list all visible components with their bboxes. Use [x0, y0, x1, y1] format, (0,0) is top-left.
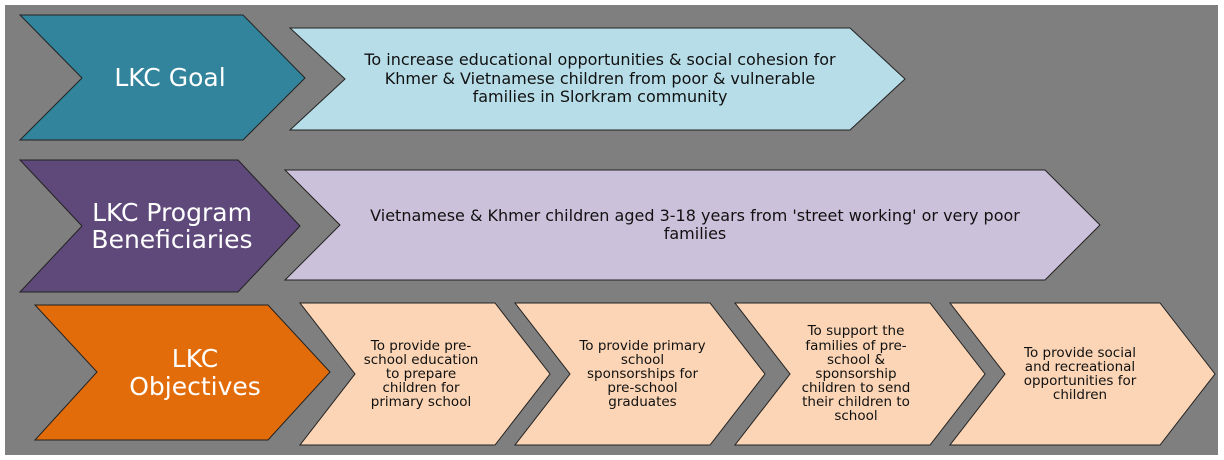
row-label: LKC Goal [114, 62, 226, 92]
beneficiaries-chevron [283, 169, 1101, 281]
row-text: Vietnamese & Khmer children aged 3-18 ye… [370, 205, 1020, 243]
objective-chevron [733, 302, 986, 446]
objective-text: To provide social and recreational oppor… [1023, 344, 1137, 404]
objectives-label-chevron [33, 304, 331, 441]
goal-chevron [288, 27, 906, 131]
row-label: LKC Program Beneficiaries [91, 197, 253, 254]
row-label: LKC Objectives [129, 344, 261, 401]
objective-chevron [513, 302, 766, 446]
beneficiaries-label-chevron [18, 159, 301, 293]
objective-text: To support the families of pre-school & … [801, 323, 911, 425]
objective-chevron [298, 302, 551, 446]
goal-label-chevron [18, 14, 306, 141]
objective-chevron [948, 302, 1216, 446]
row-text: To increase educational opportunities & … [364, 50, 836, 107]
objective-text: To provide primary school sponsorships f… [579, 337, 706, 411]
objective-text: To provide pre-school education to prepa… [363, 337, 479, 411]
